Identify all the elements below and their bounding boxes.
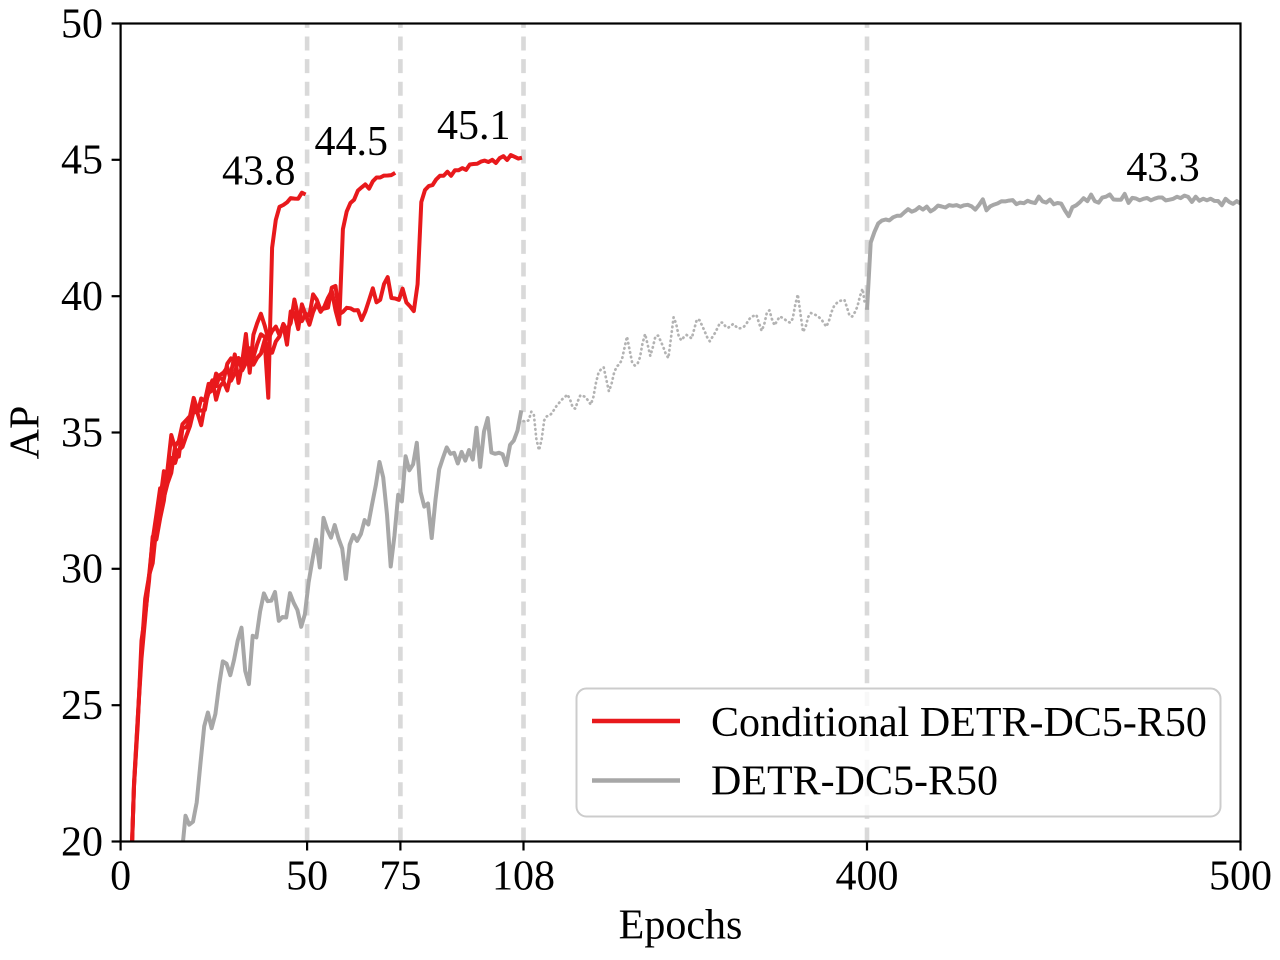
svg-text:50: 50 <box>61 1 103 47</box>
svg-text:43.8: 43.8 <box>222 148 296 194</box>
svg-text:75: 75 <box>379 854 421 900</box>
svg-text:0: 0 <box>110 854 131 900</box>
svg-text:AP: AP <box>3 406 49 460</box>
svg-text:20: 20 <box>61 819 103 865</box>
svg-text:45: 45 <box>61 138 103 184</box>
svg-text:108: 108 <box>492 854 555 900</box>
svg-text:43.3: 43.3 <box>1126 145 1200 191</box>
svg-text:40: 40 <box>61 274 103 320</box>
svg-text:Conditional DETR-DC5-R50: Conditional DETR-DC5-R50 <box>711 700 1207 746</box>
svg-text:45.1: 45.1 <box>437 103 511 149</box>
svg-text:30: 30 <box>61 547 103 593</box>
svg-text:Epochs: Epochs <box>619 903 743 949</box>
svg-text:44.5: 44.5 <box>315 119 389 165</box>
svg-text:50: 50 <box>286 854 328 900</box>
svg-text:500: 500 <box>1209 854 1272 900</box>
svg-text:25: 25 <box>61 683 103 729</box>
svg-text:400: 400 <box>836 854 899 900</box>
svg-text:DETR-DC5-R50: DETR-DC5-R50 <box>711 759 998 805</box>
svg-text:35: 35 <box>61 410 103 456</box>
